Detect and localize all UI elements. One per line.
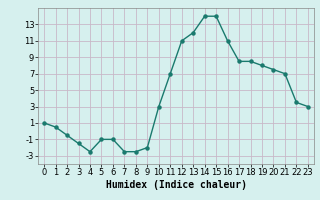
X-axis label: Humidex (Indice chaleur): Humidex (Indice chaleur) xyxy=(106,180,246,190)
